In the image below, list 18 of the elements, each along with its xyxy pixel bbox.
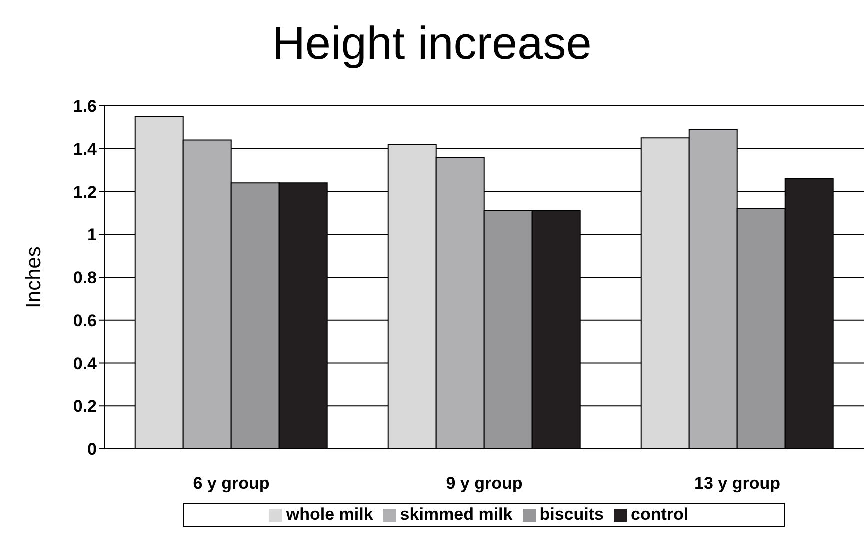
y-tick-label: 0.4 xyxy=(73,354,98,374)
chart-title: Height increase xyxy=(271,16,593,70)
y-tick-label: 1.4 xyxy=(73,140,98,159)
y-tick-label: 1.6 xyxy=(73,97,97,116)
x-tick-label: 6 y group xyxy=(193,474,270,494)
y-tick-label: 1 xyxy=(88,226,97,245)
y-tick-label: 0 xyxy=(88,440,97,460)
x-tick-label: 9 y group xyxy=(446,474,523,494)
y-tick-label: 0.6 xyxy=(73,311,97,330)
legend-label: biscuits xyxy=(540,505,604,524)
y-tick-label: 1.2 xyxy=(73,182,97,202)
legend-label: control xyxy=(631,505,689,524)
legend-label: skimmed milk xyxy=(400,505,513,524)
y-tick-label: 0.2 xyxy=(73,397,97,416)
x-tick-label: 13 y group xyxy=(694,474,780,494)
y-tick-label: 0.8 xyxy=(73,268,97,288)
legend-label: whole milk xyxy=(286,505,374,524)
y-axis-title: Inches xyxy=(22,246,46,308)
